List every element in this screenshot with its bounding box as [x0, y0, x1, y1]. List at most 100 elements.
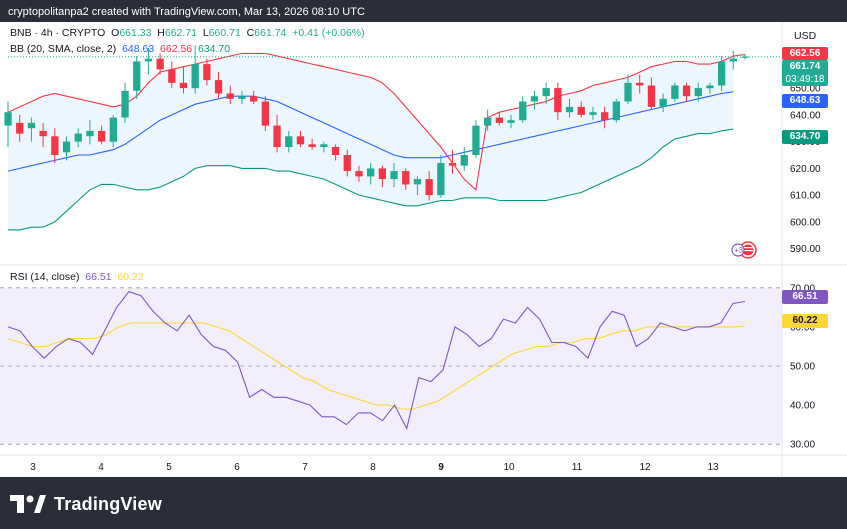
bb-upper-value: 662.56 [160, 43, 193, 55]
candle-body [39, 130, 47, 137]
candle-body [191, 64, 199, 89]
bar-countdown: 03:49:18 [785, 74, 825, 85]
candle-body [565, 106, 574, 113]
candle-body [448, 163, 457, 166]
low-value: 660.71 [208, 27, 241, 39]
price-tick-label: 620.00 [790, 164, 821, 175]
candle-body [729, 58, 737, 62]
candle-body [647, 85, 656, 107]
bb-upper-line [7, 52, 746, 191]
candle-body [589, 112, 597, 115]
candle-body [238, 96, 246, 99]
tradingview-logo-icon [10, 495, 46, 513]
candle-body [203, 64, 211, 81]
candle-body [285, 136, 293, 147]
tradingview-brand-text: TradingView [54, 493, 162, 514]
rsi-tag: 66.51 [782, 290, 828, 304]
candle-body [636, 82, 644, 86]
rsi-tick-label: 50.00 [790, 362, 815, 373]
price-tick-label: 640.00 [790, 110, 821, 121]
rsi-line [7, 291, 746, 431]
bb-lower-line [8, 128, 734, 231]
last-price: 661.74 [789, 61, 821, 72]
tradingview-logo[interactable]: TradingView [10, 493, 162, 515]
time-tick-label: 5 [166, 462, 172, 473]
rsi-ma-line [7, 322, 746, 410]
bb-mid-tag: 648.63 [782, 94, 828, 108]
svg-text:+3: +3 [734, 246, 744, 255]
candle-body [226, 93, 234, 99]
candle-body [320, 144, 328, 147]
bb-basis-line [7, 91, 734, 172]
rsi-legend[interactable]: RSI (14, close) 66.51 60.22 [10, 271, 144, 283]
candle-body [133, 61, 141, 91]
open-value: 661.33 [119, 27, 152, 39]
candle-body [250, 96, 258, 102]
candle-body [62, 141, 71, 153]
change-value: +0.41 (+0.06%) [292, 27, 365, 39]
candle-body [706, 85, 714, 89]
candle-body [425, 179, 433, 196]
candle-body [378, 168, 386, 180]
price-tick-label: 610.00 [790, 191, 821, 202]
candle-body [16, 122, 24, 134]
candle-body [472, 125, 480, 155]
time-tick-label: 9 [438, 462, 444, 473]
last-price-tag: 661.74 03:49:18 [782, 60, 828, 86]
candle-body [179, 82, 188, 89]
bb-lower-value: 634.70 [198, 43, 231, 55]
rsi-value: 66.51 [85, 271, 112, 283]
price-tick-label: 650.00 [790, 84, 821, 95]
time-tick-label: 6 [234, 462, 240, 473]
bb-lower-tag: 634.70 [782, 130, 828, 144]
candle-body [214, 80, 223, 94]
candle-body [98, 130, 106, 142]
candle-body [741, 56, 749, 58]
rsi-label: RSI (14, close) [10, 271, 80, 283]
candle-body [331, 147, 340, 155]
candle-body [554, 88, 562, 113]
close-value: 661.74 [254, 27, 287, 39]
rsi-ma-tag: 60.22 [782, 314, 828, 328]
candle-body [542, 88, 550, 97]
candle-body [261, 101, 269, 126]
events-flag-icon[interactable]: +3 [728, 241, 758, 259]
currency-label[interactable]: USD [794, 30, 817, 42]
bb-label: BB (20, SMA, close, 2) [10, 43, 117, 55]
time-tick-label: 3 [30, 462, 36, 473]
price-tick-label: 600.00 [790, 217, 821, 228]
candle-body [601, 112, 609, 121]
time-tick-label: 13 [707, 462, 719, 473]
candle-body [413, 179, 422, 185]
bb-legend[interactable]: BB (20, SMA, close, 2) 648.63 662.56 634… [10, 43, 230, 55]
time-tick-label: 7 [302, 462, 308, 473]
candle-body [507, 120, 515, 123]
candle-body [109, 117, 117, 142]
candle-body [51, 136, 59, 155]
symbol-legend[interactable]: BNB · 4h · CRYPTO O661.33 H662.71 L660.7… [10, 27, 365, 39]
candle-body [495, 117, 503, 123]
candle-body [530, 96, 539, 102]
candle-body [367, 168, 375, 177]
candle-body [273, 125, 281, 147]
candle-body [308, 144, 316, 147]
candle-body [682, 85, 691, 97]
price-tick-label: 590.00 [790, 244, 821, 255]
candle-body [144, 58, 153, 62]
rsi-ma-value: 60.22 [117, 271, 144, 283]
bb-upper-tag: 662.56 [782, 47, 828, 60]
snapshot-caption: cryptopolitanpa2 created with TradingVie… [8, 6, 365, 18]
time-tick-label: 12 [639, 462, 651, 473]
candle-body [390, 171, 398, 180]
candle-body [343, 155, 351, 171]
time-tick-label: 4 [98, 462, 104, 473]
candle-body [74, 133, 82, 142]
time-tick-label: 11 [572, 462, 583, 473]
candle-body [402, 171, 410, 185]
candle-body [659, 98, 667, 107]
rsi-tick-label: 40.00 [790, 401, 815, 412]
candle-body [296, 136, 305, 145]
